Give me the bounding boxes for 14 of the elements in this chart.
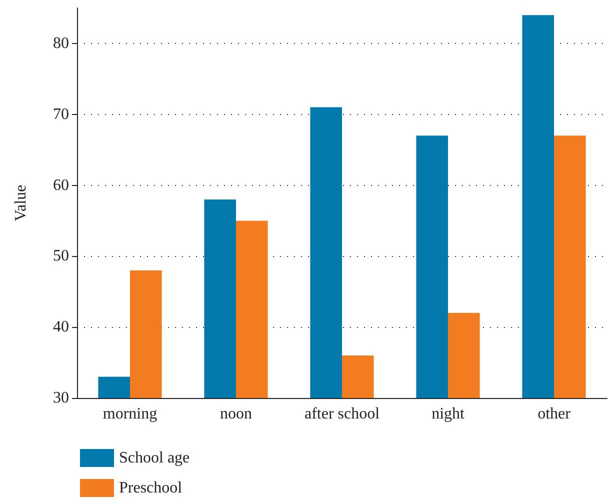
x-tick-label: other: [538, 406, 572, 422]
y-tick-label: 40: [53, 318, 69, 336]
x-tick-label: after school: [304, 406, 380, 422]
y-tick-label: 30: [53, 390, 69, 406]
y-tick-label: 80: [53, 34, 69, 52]
legend-label: School age: [119, 450, 190, 466]
legend-label: Preschool: [119, 480, 183, 496]
y-tick-label: 60: [53, 176, 69, 194]
x-tick-label: night: [432, 406, 465, 422]
x-tick-label: morning: [102, 406, 158, 422]
y-axis-title: Value: [12, 184, 30, 222]
x-tick-label: noon: [220, 406, 252, 422]
y-tick-label: 70: [53, 106, 69, 123]
y-tick-label: 50: [53, 248, 69, 265]
